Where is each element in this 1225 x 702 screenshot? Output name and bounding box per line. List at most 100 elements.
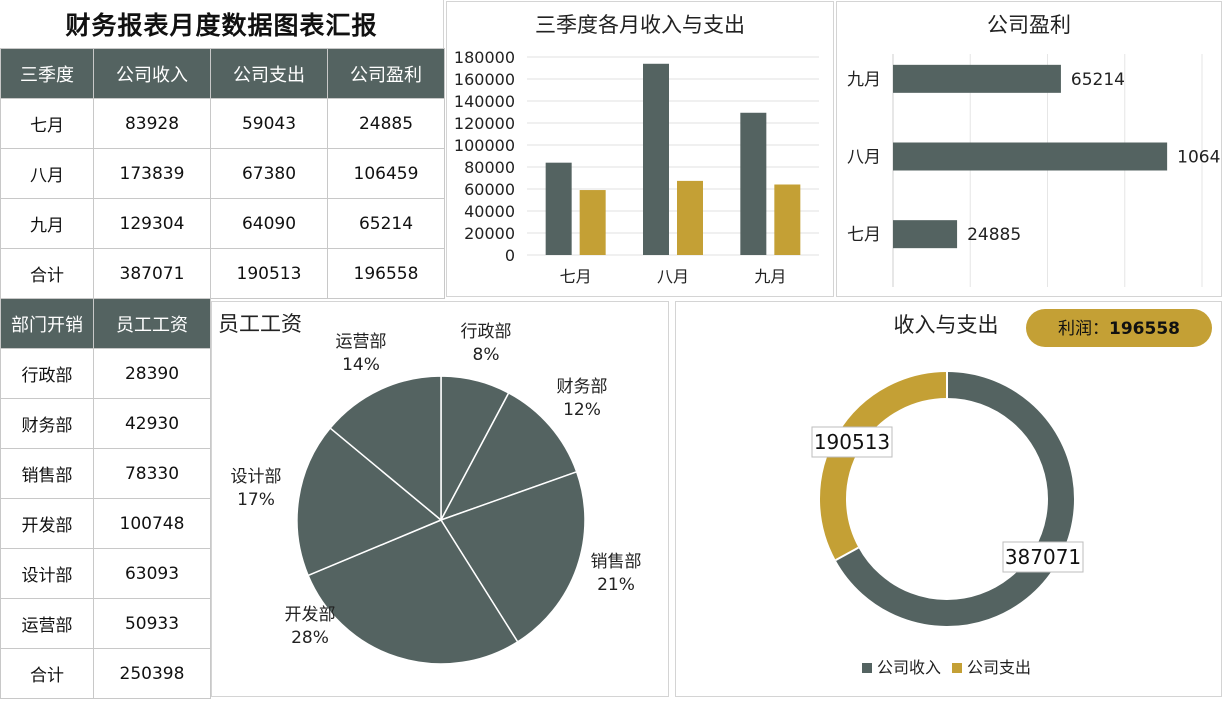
table-header: 三季度 (0, 48, 94, 99)
table-row: 销售部 78330 (0, 448, 211, 499)
pie-category-label: 销售部 (591, 552, 642, 572)
table-cell[interactable]: 78330 (93, 448, 211, 499)
data-label-box (811, 426, 893, 458)
table-header: 公司支出 (210, 48, 328, 99)
profit-badge-value: 196558 (1109, 319, 1180, 339)
chart-title: 员工工资 (218, 312, 302, 336)
legend-swatch (862, 663, 872, 673)
x-tick-label: 七月 (560, 267, 592, 286)
monthly-bar-chart-panel: 三季度各月收入与支出 0 20000 40000 60000 80000 100000 12… (446, 1, 834, 297)
data-label: 106459 (1177, 148, 1221, 168)
y-tick-label: 160000 (454, 70, 515, 89)
table-cell[interactable]: 196558 (327, 248, 445, 299)
table-cell[interactable]: 九月 (0, 198, 94, 249)
table-cell[interactable]: 销售部 (0, 448, 94, 499)
chart-title: 公司盈利 (987, 13, 1071, 37)
pie-slice (439, 470, 586, 643)
table-header-row: 三季度 公司收入 公司支出 公司盈利 (0, 48, 445, 99)
bar (740, 112, 767, 256)
table-cell[interactable]: 173839 (93, 148, 211, 199)
chart-title: 收入与支出 (894, 313, 999, 337)
pie-percent-label: 17% (237, 490, 275, 510)
bar (893, 220, 958, 249)
table-cell[interactable]: 250398 (93, 648, 211, 699)
table-row: 行政部 28390 (0, 348, 211, 399)
table-cell[interactable]: 合计 (0, 248, 94, 299)
salary-pie-chart: 员工工资 行政部 8% 财务部 12% 销售部 21% 开发部 28% 设计部 17% 运营部 14% (218, 312, 642, 665)
table-cell[interactable]: 63093 (93, 548, 211, 599)
table-cell[interactable]: 106459 (327, 148, 445, 199)
y-tick-label: 80000 (464, 158, 515, 177)
pie-category-label: 设计部 (231, 467, 282, 487)
pie-category-label: 财务部 (557, 377, 608, 397)
y-tick-label: 0 (505, 246, 515, 265)
table-cell[interactable]: 开发部 (0, 498, 94, 549)
table-header: 公司盈利 (327, 48, 445, 99)
y-tick-label: 100000 (454, 136, 515, 155)
table-row: 八月 173839 67380 106459 (0, 148, 445, 199)
x-tick-label: 八月 (657, 267, 689, 286)
pie-percent-label: 14% (342, 355, 380, 375)
donut-separator (835, 546, 859, 561)
profit-bar-chart-panel: 公司盈利 九月 65214 八月 106459 七月 24885 (836, 1, 1225, 297)
table-cell[interactable]: 七月 (0, 98, 94, 149)
table-cell[interactable]: 42930 (93, 398, 211, 449)
table-row: 财务部 42930 (0, 398, 211, 449)
legend-swatch (952, 663, 962, 673)
bar (545, 162, 572, 255)
table-header: 员工工资 (93, 298, 211, 349)
profit-badge-label: 利润： (1058, 319, 1109, 339)
x-tick-label: 九月 (754, 267, 786, 286)
legend-label: 公司收入 (877, 658, 941, 677)
table-header: 部门开销 (0, 298, 94, 349)
table-cell[interactable]: 83928 (93, 98, 211, 149)
table-cell[interactable]: 190513 (210, 248, 328, 299)
pie-slice (329, 375, 442, 522)
table-header-row: 部门开销 员工工资 (0, 298, 211, 349)
table-cell[interactable]: 129304 (93, 198, 211, 249)
profit-badge-bg (1026, 309, 1212, 347)
bar (893, 64, 1061, 93)
table-row: 设计部 63093 (0, 548, 211, 599)
table-header: 公司收入 (93, 48, 211, 99)
profit-bar-chart: 公司盈利 九月 65214 八月 106459 七月 24885 (847, 13, 1225, 287)
table-row-total: 合计 250398 (0, 648, 211, 699)
table-cell[interactable]: 65214 (327, 198, 445, 249)
y-tick-label: 120000 (454, 114, 515, 133)
table-cell[interactable]: 合计 (0, 648, 94, 699)
table-cell[interactable]: 59043 (210, 98, 328, 149)
y-tick-label: 八月 (847, 148, 881, 168)
table-cell[interactable]: 八月 (0, 148, 94, 199)
table-cell[interactable]: 设计部 (0, 548, 94, 599)
table-cell[interactable]: 100748 (93, 498, 211, 549)
table-row: 九月 129304 64090 65214 (0, 198, 445, 249)
data-label: 65214 (1071, 70, 1125, 90)
y-tick-label: 140000 (454, 92, 515, 111)
table-row: 开发部 100748 (0, 498, 211, 549)
pie-slice (296, 426, 443, 577)
table-cell[interactable]: 财务部 (0, 398, 94, 449)
pie-slice (307, 519, 519, 665)
income-expense-donut-chart: 收入与支出 利润：196558 387071 190513 公司收入 公司支出 (811, 309, 1212, 677)
table-row: 七月 83928 59043 24885 (0, 98, 445, 149)
table-cell[interactable]: 387071 (93, 248, 211, 299)
y-tick-label: 180000 (454, 48, 515, 67)
bar (643, 63, 669, 255)
pie-percent-label: 28% (291, 628, 329, 648)
table-cell[interactable]: 行政部 (0, 348, 94, 399)
monthly-bar-chart: 三季度各月收入与支出 0 20000 40000 60000 80000 100000 12… (454, 13, 819, 286)
data-label: 24885 (967, 225, 1021, 245)
y-tick-label: 七月 (847, 225, 881, 245)
pie-category-label: 运营部 (336, 332, 387, 352)
table-row: 运营部 50933 (0, 598, 211, 649)
q3-table: 三季度 公司收入 公司支出 公司盈利 七月 83928 59043 24885 … (0, 48, 445, 299)
bar (774, 184, 801, 255)
y-tick-label: 九月 (847, 70, 881, 90)
table-cell[interactable]: 64090 (210, 198, 328, 249)
table-cell[interactable]: 24885 (327, 98, 445, 149)
table-cell[interactable]: 运营部 (0, 598, 94, 649)
y-tick-label: 60000 (464, 180, 515, 199)
table-cell[interactable]: 28390 (93, 348, 211, 399)
table-cell[interactable]: 50933 (93, 598, 211, 649)
table-cell[interactable]: 67380 (210, 148, 328, 199)
